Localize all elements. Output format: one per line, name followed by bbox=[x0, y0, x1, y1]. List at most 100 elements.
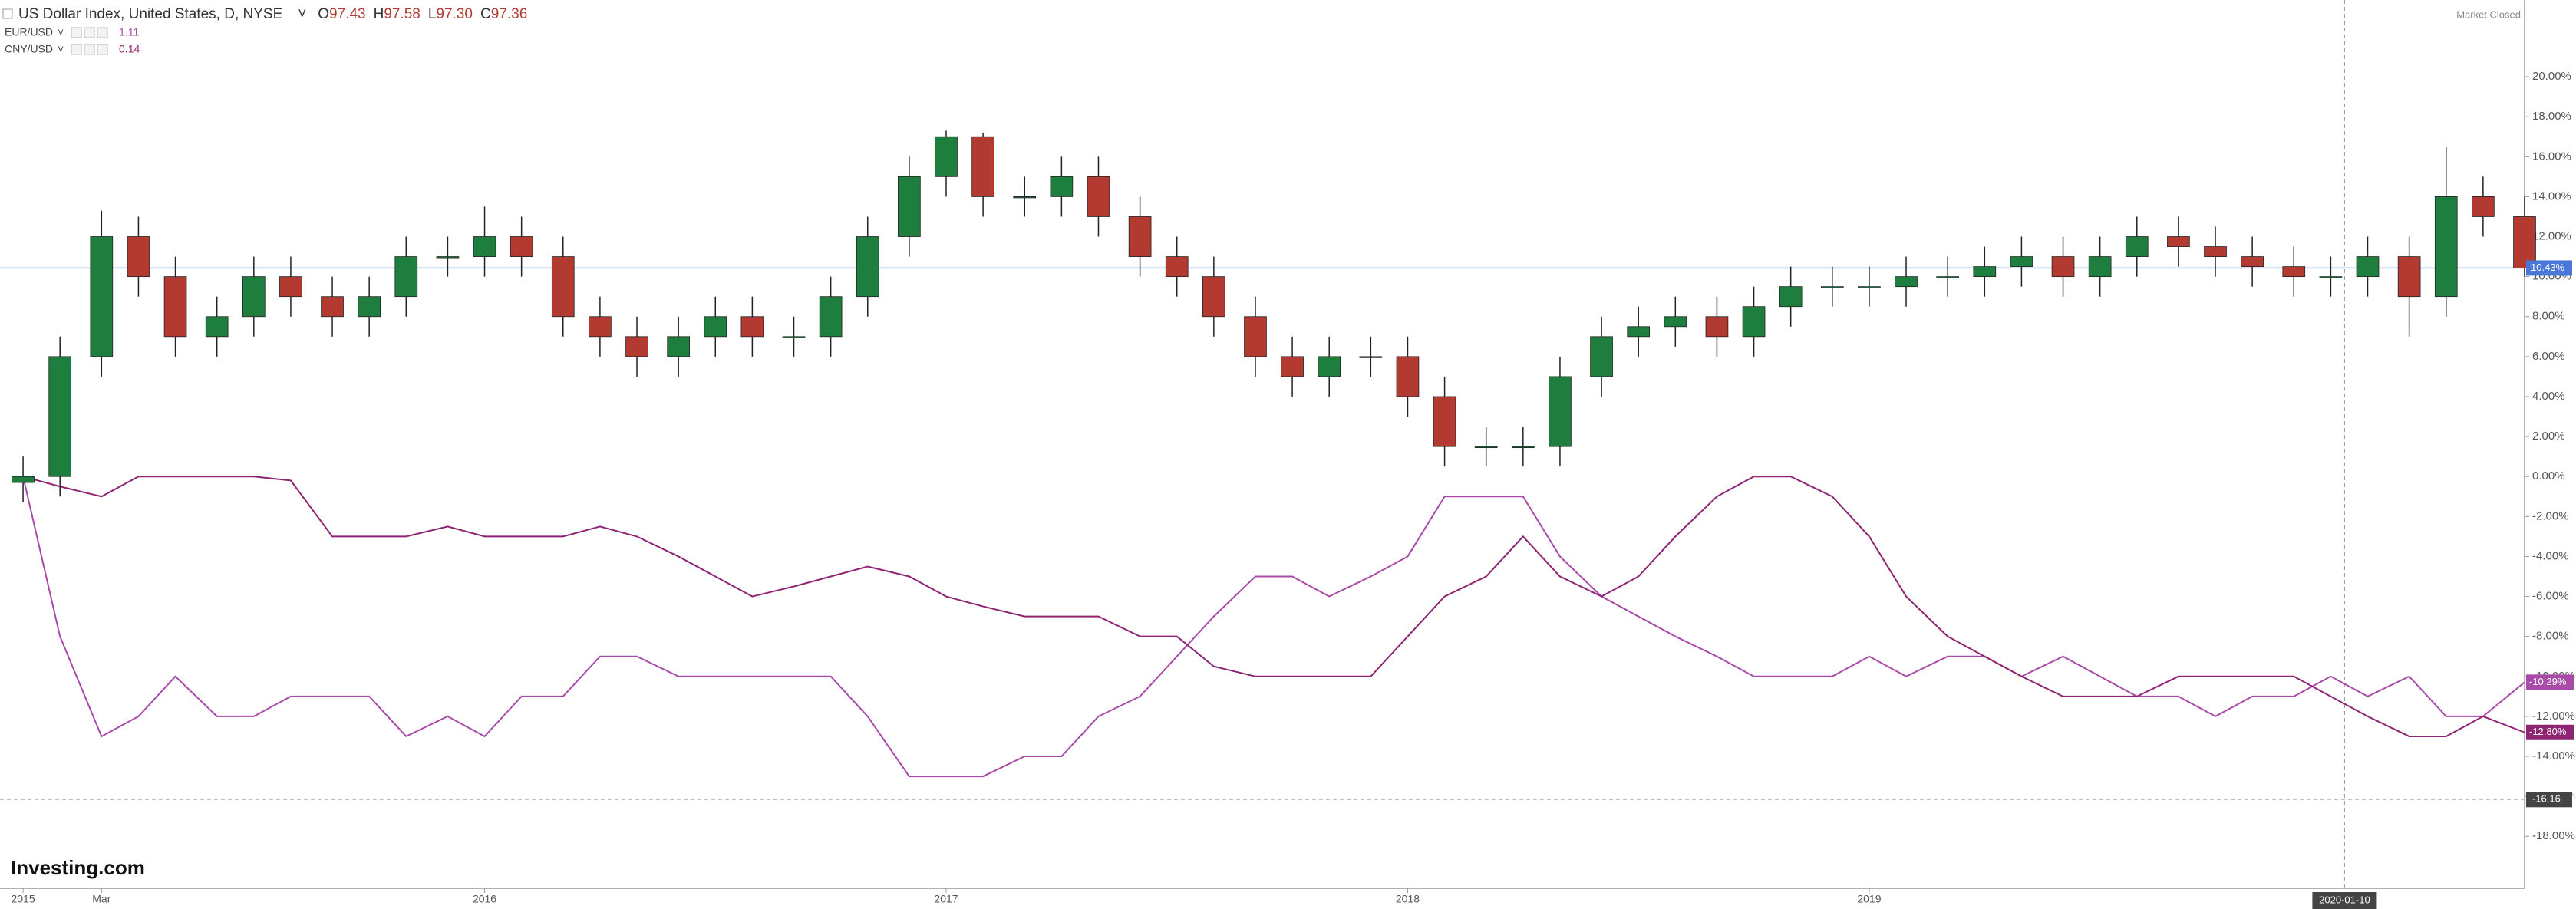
y-tick-label: 20.00% bbox=[2532, 70, 2571, 83]
legend-button[interactable] bbox=[97, 44, 108, 55]
candle-body bbox=[1549, 376, 1572, 447]
candle-body bbox=[1050, 176, 1074, 197]
source-logo: Investing.com bbox=[11, 856, 145, 879]
candle-body bbox=[2282, 266, 2306, 278]
legend-button[interactable] bbox=[71, 44, 82, 55]
y-tick-label: 2.00% bbox=[2532, 430, 2565, 443]
last-price-label: 10.43% bbox=[2531, 262, 2565, 273]
ohlc-letter: C bbox=[480, 6, 491, 22]
legend-name[interactable]: CNY/USD bbox=[5, 43, 53, 55]
legend-button[interactable] bbox=[71, 27, 82, 38]
candle-body bbox=[394, 256, 418, 298]
candle-body bbox=[2167, 236, 2190, 247]
legend-button[interactable] bbox=[84, 27, 95, 38]
candle-body bbox=[1244, 316, 1267, 357]
x-tick-label: 2019 bbox=[1857, 893, 1881, 905]
legend-name[interactable]: EUR/USD bbox=[5, 26, 53, 38]
candle-body bbox=[2472, 196, 2495, 217]
x-tick-label: 2016 bbox=[473, 893, 496, 905]
y-tick-label: -4.00% bbox=[2532, 549, 2569, 562]
legend-button[interactable] bbox=[97, 27, 108, 38]
y-tick-label: -14.00% bbox=[2532, 749, 2575, 762]
candle-body bbox=[242, 276, 266, 318]
y-tick-label: 4.00% bbox=[2532, 390, 2565, 403]
candle-body bbox=[321, 296, 344, 318]
series-last-label: -10.29% bbox=[2529, 676, 2567, 687]
dropdown-icon: ˅ bbox=[58, 43, 64, 55]
candle-body bbox=[1474, 446, 1498, 449]
ohlc-value: 97.43 bbox=[329, 6, 366, 22]
candle-body bbox=[667, 336, 690, 357]
candle-body bbox=[2319, 276, 2343, 278]
candle-body bbox=[436, 256, 460, 259]
candle-body bbox=[358, 296, 381, 318]
x-tick-label: 2017 bbox=[934, 893, 958, 905]
candle-body bbox=[2397, 256, 2421, 298]
x-tick-label: Mar bbox=[92, 893, 110, 905]
candle-body bbox=[1087, 176, 1110, 217]
y-tick-label: 14.00% bbox=[2532, 189, 2571, 203]
legend-value: 0.14 bbox=[119, 43, 140, 55]
candle-body bbox=[2088, 256, 2112, 278]
x-tick-label: 2018 bbox=[1396, 893, 1420, 905]
dropdown-icon: ˅ bbox=[298, 6, 306, 22]
series-last-label-bg bbox=[2526, 674, 2574, 690]
candle-body bbox=[1511, 446, 1535, 449]
chart-title: US Dollar Index, United States, D, NYSE bbox=[18, 6, 282, 22]
candle-body bbox=[740, 316, 764, 338]
candle-body bbox=[473, 236, 496, 257]
candle-body bbox=[1433, 396, 1456, 447]
ohlc-value: 97.36 bbox=[491, 6, 528, 22]
candle-body bbox=[551, 256, 575, 318]
candle-body bbox=[782, 336, 806, 338]
legend-button[interactable] bbox=[84, 44, 95, 55]
last-price-label-bg bbox=[2526, 260, 2572, 276]
candle-body bbox=[935, 136, 958, 177]
candle-body bbox=[1936, 276, 1960, 278]
candle-body bbox=[1202, 276, 1225, 318]
candle-body bbox=[2513, 216, 2536, 268]
candle-body bbox=[1895, 276, 1918, 288]
y-tick-label: -8.00% bbox=[2532, 630, 2569, 643]
candle-body bbox=[90, 236, 114, 357]
y-tick-label: 12.00% bbox=[2532, 229, 2571, 242]
legend-value: 1.11 bbox=[119, 26, 139, 38]
candle-body bbox=[625, 336, 648, 357]
candle-body bbox=[2356, 256, 2380, 278]
candle-body bbox=[2125, 236, 2149, 257]
candle-body bbox=[589, 316, 612, 338]
candle-body bbox=[2241, 256, 2264, 268]
candle-body bbox=[510, 236, 533, 257]
series-line bbox=[22, 476, 2525, 737]
candle-body bbox=[12, 476, 35, 483]
candle-body bbox=[898, 176, 921, 237]
candle-body bbox=[2051, 256, 2075, 278]
candle-body bbox=[856, 236, 879, 298]
collapse-icon[interactable] bbox=[2, 8, 13, 19]
candle-body bbox=[704, 316, 727, 338]
candle-body bbox=[1013, 196, 1037, 199]
y-tick-label: 16.00% bbox=[2532, 150, 2571, 163]
y-tick-label: 8.00% bbox=[2532, 310, 2565, 323]
series-last-label-bg bbox=[2526, 724, 2574, 740]
market-status: Market Closed bbox=[2456, 8, 2521, 20]
candle-body bbox=[48, 356, 72, 477]
candle-body bbox=[819, 296, 843, 338]
candle-body bbox=[1281, 356, 1304, 377]
series-last-label: -12.80% bbox=[2529, 726, 2567, 737]
candle-body bbox=[1820, 286, 1844, 288]
y-tick-label: 6.00% bbox=[2532, 350, 2565, 363]
x-tick-label: 2015 bbox=[11, 893, 35, 905]
y-tick-label: -18.00% bbox=[2532, 829, 2575, 842]
candle-body bbox=[205, 316, 229, 338]
crosshair-label-bg bbox=[2312, 892, 2377, 909]
candle-body bbox=[279, 276, 302, 298]
ohlc-value: 97.58 bbox=[384, 6, 421, 22]
y-tick-label: 18.00% bbox=[2532, 110, 2571, 123]
candle-body bbox=[2204, 246, 2227, 257]
ohlc-value: 97.30 bbox=[436, 6, 473, 22]
y-tick-label: -6.00% bbox=[2532, 590, 2569, 603]
candle-body bbox=[1396, 356, 1420, 397]
